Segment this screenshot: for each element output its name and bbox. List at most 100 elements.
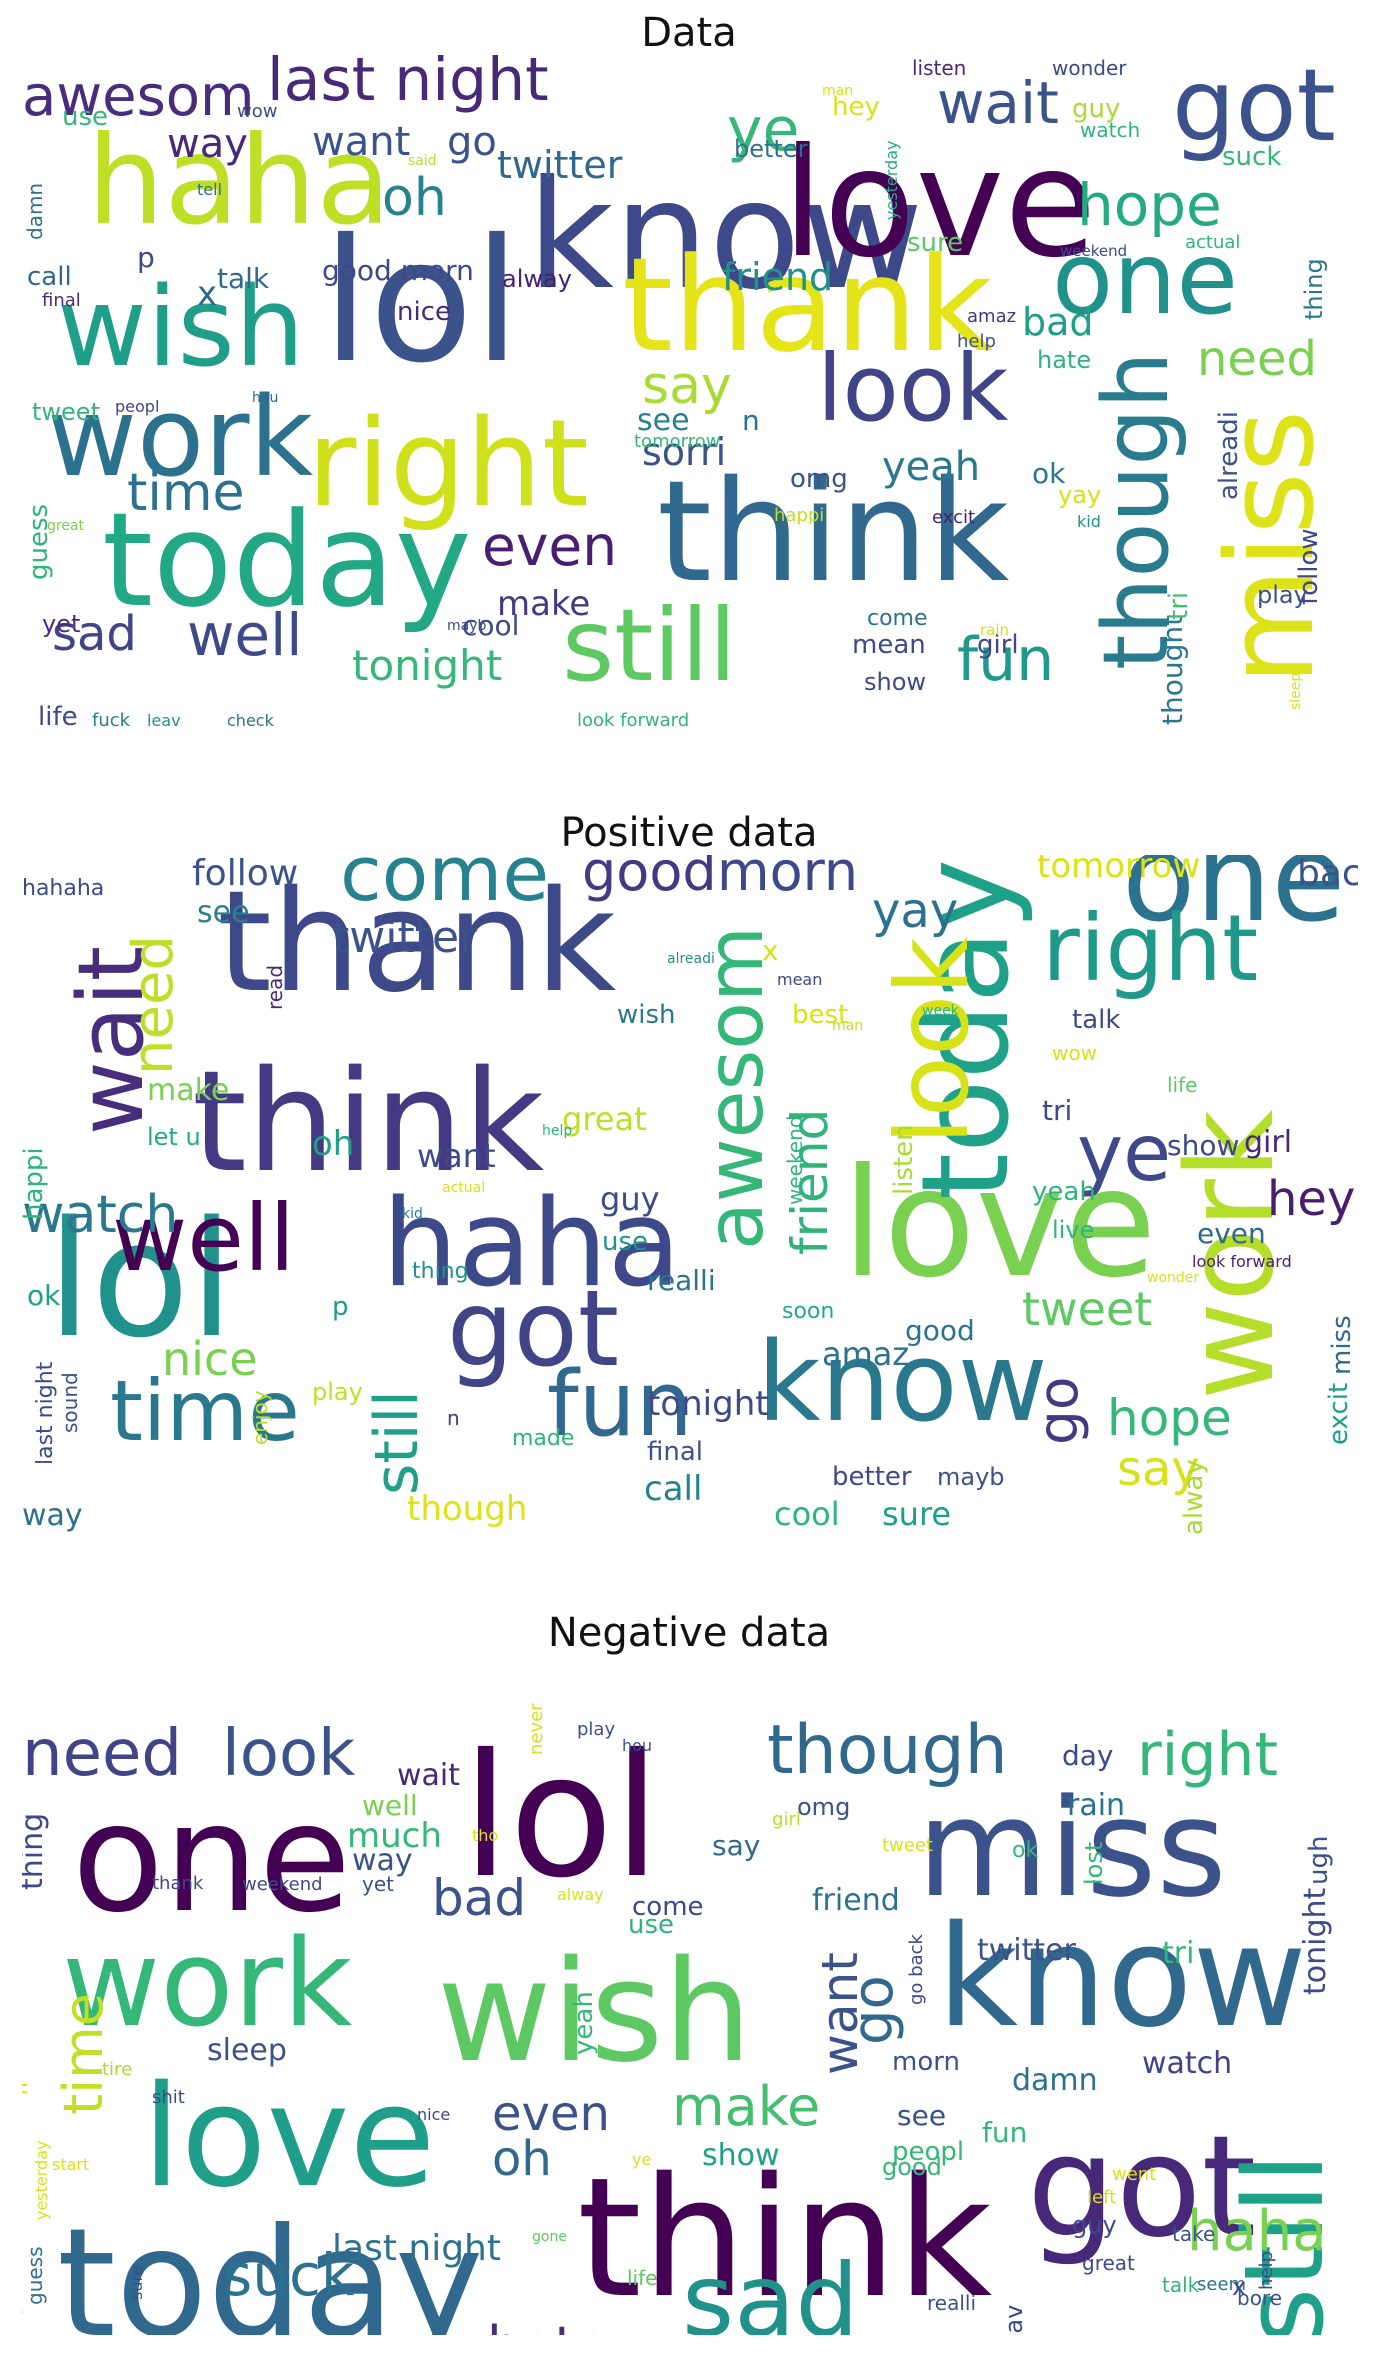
cloud-word: wish xyxy=(617,1000,676,1030)
cloud-word: happi xyxy=(774,505,824,526)
cloud-word: lost xyxy=(1080,1842,1108,1885)
cloud-word: check xyxy=(227,711,275,730)
cloud-word: one xyxy=(1052,220,1238,337)
cloud-word: come xyxy=(632,1892,704,1922)
cloud-word: come xyxy=(867,606,928,631)
cloud-word: well xyxy=(187,601,302,669)
cloud-word: kid xyxy=(402,1206,423,1222)
cloud-word: sad xyxy=(52,606,137,662)
cloud-word: lol xyxy=(462,1718,660,1916)
cloud-word: use xyxy=(602,1227,648,1257)
cloud-word: go xyxy=(447,119,497,165)
cloud-word: miss xyxy=(917,1770,1227,1927)
wordcloud-panel-all: Data lol know love haha thank think today right… xyxy=(0,0,1378,800)
cloud-word: say xyxy=(642,356,732,416)
cloud-word: tri xyxy=(1162,1936,1194,1971)
cloud-word: even xyxy=(482,514,617,578)
cloud-word: time xyxy=(110,1362,300,1460)
cloud-word: look forward xyxy=(1192,1252,1292,1271)
cloud-word: man xyxy=(832,1018,863,1034)
cloud-word: ok xyxy=(27,1279,61,1312)
cloud-word: make xyxy=(147,1073,229,1108)
cloud-word: bad xyxy=(1022,300,1094,344)
cloud-word: morn xyxy=(892,2047,960,2077)
cloud-word: last night xyxy=(267,55,549,115)
cloud-word: make xyxy=(672,2075,820,2138)
cloud-word: tonight xyxy=(352,641,502,690)
cloud-word: yet xyxy=(42,610,80,638)
cloud-word: today xyxy=(102,484,472,636)
cloud-word: come xyxy=(340,855,549,918)
cloud-word: sleep xyxy=(1288,673,1304,710)
cloud-word: think xyxy=(577,2142,993,2334)
wordcloud: lol know love haha thank think today right miss w… xyxy=(22,55,1358,735)
cloud-word: talk xyxy=(1162,2273,1200,2297)
cloud-word: help xyxy=(957,331,996,352)
cloud-word: alway xyxy=(502,265,572,293)
cloud-word: ye xyxy=(632,2150,651,2169)
cloud-word: sure xyxy=(127,2265,146,2300)
cloud-word: better xyxy=(734,135,808,163)
cloud-word: hate xyxy=(487,2315,609,2335)
cloud-word: enjoy xyxy=(248,1390,272,1445)
cloud-word: soon xyxy=(782,1299,834,1324)
cloud-word: suck xyxy=(1222,142,1281,172)
cloud-word: mayb xyxy=(937,1463,1005,1491)
cloud-word: sure xyxy=(882,1495,951,1533)
cloud-word: x xyxy=(197,274,217,314)
cloud-word: yet xyxy=(362,1872,394,1896)
cloud-word: alreadi xyxy=(1214,411,1244,500)
cloud-word: even xyxy=(1197,1217,1266,1250)
cloud-word: great xyxy=(562,1100,647,1138)
cloud-word: work xyxy=(1162,1109,1301,1400)
cloud-word: right xyxy=(307,395,589,534)
cloud-word: show xyxy=(702,2138,780,2173)
cloud-word: yesterday xyxy=(32,2141,51,2221)
cloud-word: call xyxy=(27,262,72,292)
cloud-word: n xyxy=(447,1406,460,1430)
cloud-word: thing xyxy=(1300,258,1328,320)
cloud-word: talk xyxy=(1072,1005,1120,1035)
cloud-word: wonder xyxy=(1052,56,1127,80)
cloud-word: said xyxy=(408,153,437,169)
cloud-word: life xyxy=(38,702,78,732)
cloud-word: went xyxy=(1112,2164,1156,2185)
cloud-word: play xyxy=(1257,581,1308,609)
cloud-word: amaz xyxy=(822,1335,909,1373)
cloud-word: life xyxy=(1167,1073,1197,1097)
cloud-word: best xyxy=(792,1000,848,1030)
cloud-word: today xyxy=(897,859,1036,1200)
cloud-word: miss xyxy=(1327,1315,1357,1375)
cloud-word: way xyxy=(167,121,248,167)
cloud-word: tweet xyxy=(882,1835,933,1856)
cloud-word: hahaha xyxy=(22,876,104,901)
cloud-word: weekend xyxy=(242,1874,323,1895)
cloud-word: realli xyxy=(927,2291,976,2315)
cloud-word: wow xyxy=(1052,1041,1097,1065)
cloud-word: fun xyxy=(982,2116,1027,2149)
cloud-word: happi xyxy=(22,1147,49,1220)
cloud-word: look xyxy=(222,1717,355,1791)
cloud-word: play xyxy=(312,1378,363,1406)
cloud-word: n xyxy=(22,2082,32,2095)
cloud-word: guy xyxy=(1072,94,1120,124)
cloud-word: see xyxy=(897,2099,946,2132)
cloud-word: suck xyxy=(222,2241,355,2309)
cloud-word: fun xyxy=(547,1352,693,1457)
cloud-word: rain xyxy=(1067,1788,1125,1823)
cloud-word: lol xyxy=(322,203,520,401)
cloud-word: wait xyxy=(59,946,164,1135)
cloud-word: watch xyxy=(1142,2046,1232,2081)
cloud-word: thing xyxy=(22,1813,50,1890)
cloud-word: actual xyxy=(442,1180,485,1196)
cloud-word: oh xyxy=(312,1124,354,1164)
cloud-word: want xyxy=(417,1137,496,1175)
cloud-word: start xyxy=(52,2155,89,2174)
cloud-word: tri xyxy=(1042,1094,1072,1127)
cloud-word: nice xyxy=(417,2105,450,2124)
cloud-word: make xyxy=(497,584,590,624)
cloud-word: think xyxy=(657,451,1009,614)
cloud-word: omg xyxy=(797,1793,850,1821)
